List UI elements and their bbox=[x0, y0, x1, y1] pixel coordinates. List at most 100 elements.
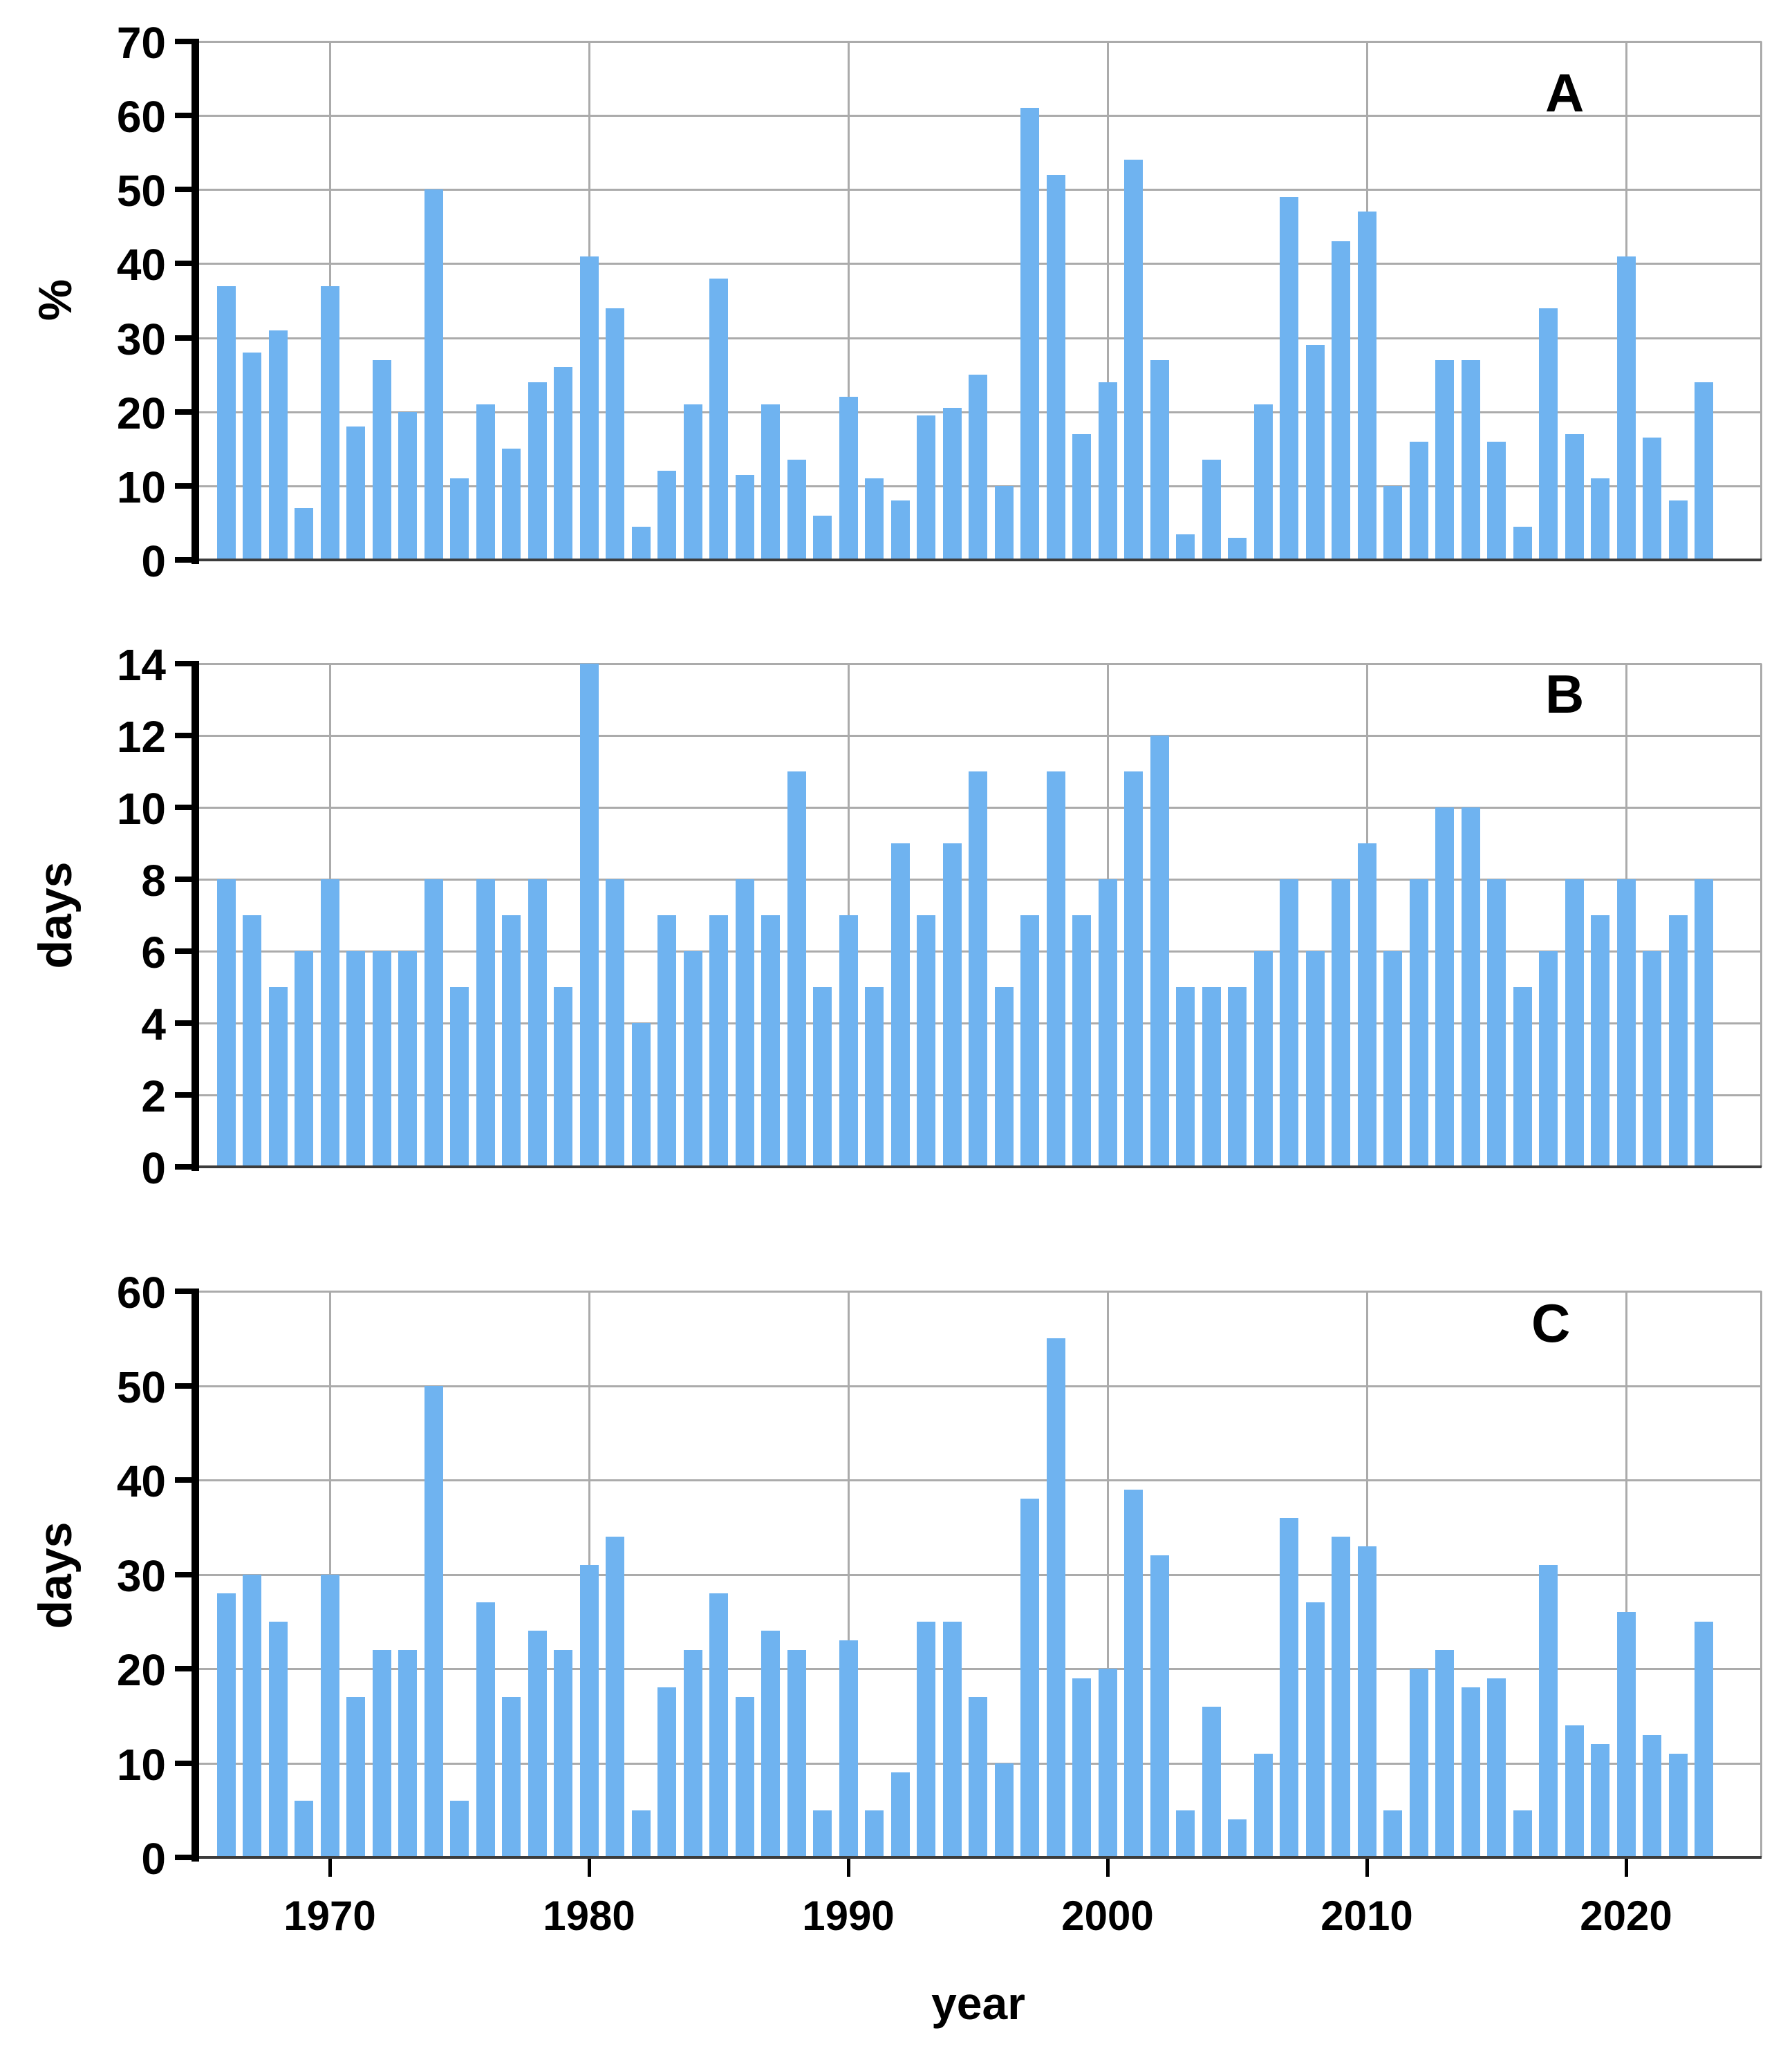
bar-C-1989 bbox=[813, 1810, 832, 1857]
y-tick bbox=[175, 877, 193, 882]
bar-A-1989 bbox=[813, 515, 832, 560]
bar-B-1970 bbox=[320, 879, 339, 1167]
bar-C-1998 bbox=[1046, 1338, 1065, 1857]
bar-C-1977 bbox=[502, 1696, 521, 1857]
bar-A-2015 bbox=[1487, 441, 1506, 560]
y-tick bbox=[175, 1666, 193, 1671]
bar-B-1978 bbox=[528, 879, 547, 1167]
y-tick-label: 8 bbox=[141, 856, 166, 906]
bar-B-1996 bbox=[994, 987, 1014, 1167]
h-gridline bbox=[195, 735, 1762, 737]
h-gridline bbox=[195, 263, 1762, 265]
y-tick bbox=[175, 1383, 193, 1389]
x-baseline bbox=[195, 559, 1762, 561]
bar-A-2003 bbox=[1176, 534, 1195, 560]
bar-A-2011 bbox=[1383, 485, 1402, 560]
bar-A-1996 bbox=[994, 485, 1014, 560]
bar-C-2019 bbox=[1591, 1744, 1609, 1857]
x-tick-label: 2010 bbox=[1320, 1893, 1413, 1939]
bar-B-2002 bbox=[1150, 735, 1169, 1167]
bar-A-1995 bbox=[969, 375, 987, 560]
h-gridline bbox=[195, 1479, 1762, 1481]
bar-C-2021 bbox=[1643, 1734, 1661, 1857]
bar-B-2007 bbox=[1280, 879, 1298, 1167]
bar-C-2006 bbox=[1253, 1753, 1273, 1857]
y-tick bbox=[175, 409, 193, 415]
bar-A-2009 bbox=[1332, 241, 1350, 560]
bar-A-1970 bbox=[320, 285, 339, 560]
h-gridline bbox=[195, 1385, 1762, 1387]
bar-C-2001 bbox=[1124, 1489, 1143, 1857]
y-tick bbox=[175, 482, 193, 489]
x-tick-label: 1980 bbox=[543, 1893, 635, 1939]
bar-B-1991 bbox=[865, 987, 884, 1167]
bar-A-1976 bbox=[476, 404, 495, 560]
h-gridline bbox=[195, 337, 1762, 339]
x-baseline bbox=[195, 1165, 1762, 1168]
bar-B-2000 bbox=[1098, 879, 1117, 1167]
y-tick-label: 12 bbox=[116, 712, 166, 762]
bar-C-2023 bbox=[1695, 1621, 1713, 1857]
bar-C-1985 bbox=[709, 1593, 728, 1857]
bar-B-2011 bbox=[1383, 951, 1402, 1167]
bar-A-1983 bbox=[657, 471, 676, 560]
y-tick bbox=[175, 805, 193, 810]
bar-C-2022 bbox=[1668, 1753, 1688, 1857]
bar-C-2012 bbox=[1409, 1669, 1428, 1857]
plot-right-border bbox=[1760, 41, 1762, 560]
bar-C-1983 bbox=[657, 1687, 676, 1857]
bar-A-1992 bbox=[890, 500, 910, 560]
bar-A-1979 bbox=[554, 367, 572, 560]
bar-A-2023 bbox=[1695, 382, 1713, 560]
y-tick-label: 60 bbox=[116, 1268, 166, 1318]
bar-A-2020 bbox=[1616, 256, 1636, 560]
y-tick-label: 14 bbox=[116, 640, 166, 690]
h-gridline bbox=[195, 1668, 1762, 1670]
y-tick bbox=[175, 1288, 193, 1294]
h-gridline bbox=[195, 115, 1762, 118]
bar-C-2016 bbox=[1513, 1810, 1532, 1857]
bar-C-2013 bbox=[1435, 1649, 1454, 1857]
h-gridline bbox=[195, 663, 1762, 665]
x-axis-title: year bbox=[931, 1978, 1025, 2029]
bar-C-1984 bbox=[683, 1649, 702, 1857]
bar-B-2012 bbox=[1409, 879, 1428, 1167]
h-gridline bbox=[195, 1291, 1762, 1293]
decade-gridline bbox=[1107, 1291, 1109, 1857]
bar-B-2005 bbox=[1228, 987, 1247, 1167]
bar-B-1990 bbox=[839, 915, 858, 1167]
bar-B-1983 bbox=[657, 915, 676, 1167]
bar-C-2020 bbox=[1616, 1612, 1636, 1857]
decade-gridline bbox=[848, 1291, 850, 1857]
y-tick bbox=[175, 1855, 193, 1860]
bar-C-1966 bbox=[216, 1593, 236, 1857]
bar-C-1978 bbox=[528, 1631, 547, 1857]
panel-a-letter: A bbox=[1545, 62, 1585, 123]
bar-A-2000 bbox=[1098, 382, 1117, 560]
bar-B-2019 bbox=[1591, 915, 1609, 1167]
panel-b-letter: B bbox=[1545, 664, 1585, 724]
bar-C-1974 bbox=[424, 1385, 443, 1857]
bar-C-1979 bbox=[554, 1649, 572, 1857]
bar-B-2015 bbox=[1487, 879, 1506, 1167]
y-tick bbox=[175, 1092, 193, 1098]
bar-C-1967 bbox=[243, 1574, 261, 1857]
bar-A-1971 bbox=[346, 427, 365, 560]
bar-B-1969 bbox=[295, 951, 313, 1167]
bar-C-1993 bbox=[917, 1621, 935, 1857]
bar-C-1995 bbox=[969, 1696, 987, 1857]
bar-B-2009 bbox=[1332, 879, 1350, 1167]
plot-right-border bbox=[1760, 664, 1762, 1167]
x-tick-label: 1970 bbox=[283, 1893, 376, 1939]
bar-A-2017 bbox=[1539, 308, 1558, 560]
bar-C-1981 bbox=[606, 1536, 624, 1857]
y-tick bbox=[175, 1477, 193, 1483]
bar-B-2008 bbox=[1305, 951, 1325, 1167]
bar-C-1999 bbox=[1072, 1678, 1091, 1857]
bar-A-1999 bbox=[1072, 433, 1091, 560]
bar-A-1972 bbox=[372, 359, 391, 560]
bar-B-1967 bbox=[243, 915, 261, 1167]
y-tick bbox=[175, 1571, 193, 1577]
bar-B-1998 bbox=[1046, 771, 1065, 1167]
bar-A-2001 bbox=[1124, 160, 1143, 560]
